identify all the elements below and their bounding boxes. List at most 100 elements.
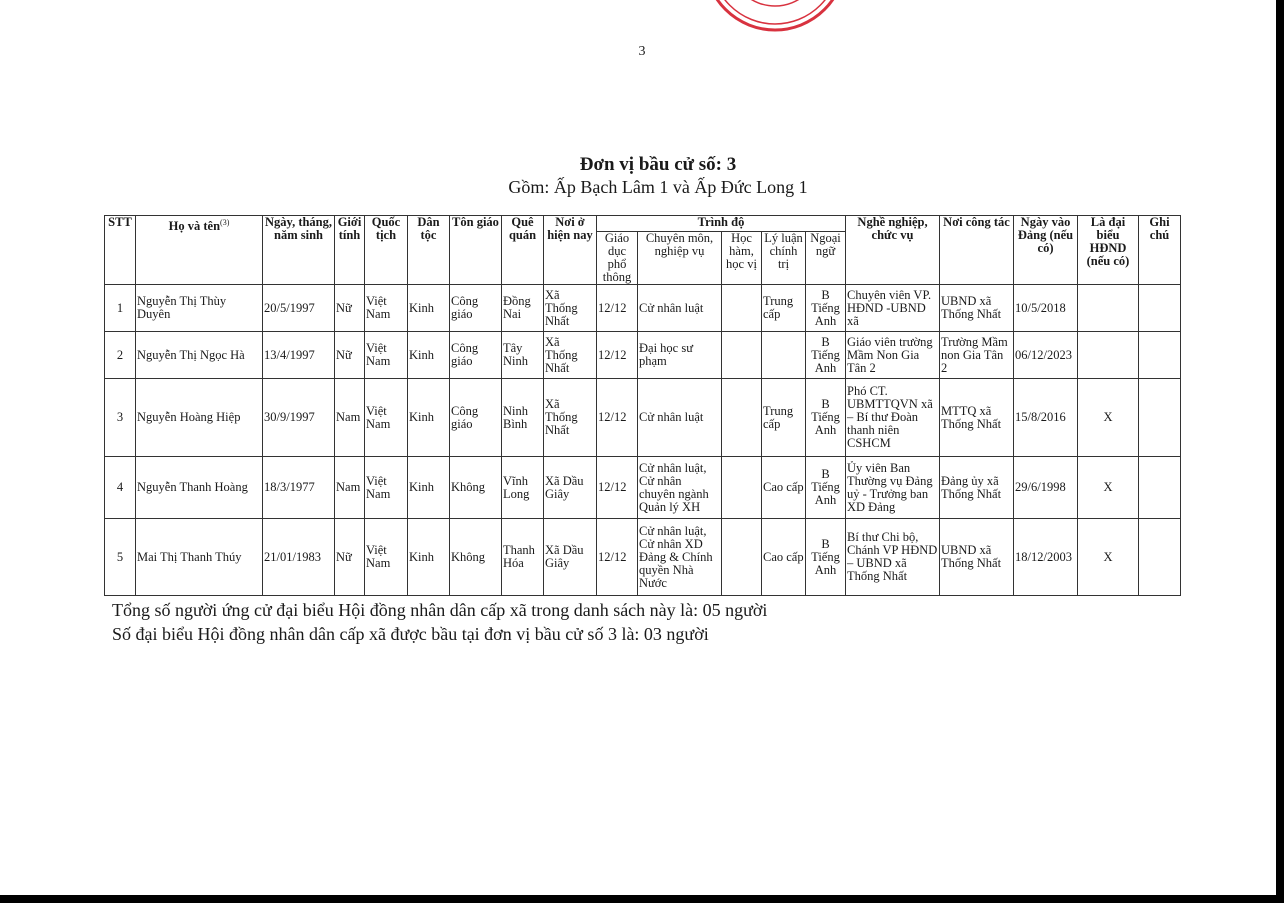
cell-specialty: Cử nhân luật [637,378,722,457]
cell-hometown: Thanh Hóa [501,518,544,596]
cell-ethnicity: Kinh [407,456,450,519]
cell-name: Nguyễn Hoàng Hiệp [135,378,263,457]
cell-general-edu: 12/12 [596,456,638,519]
cell-language: B Tiếng Anh [805,331,846,379]
cell-hometown: Vĩnh Long [501,456,544,519]
cell-occupation: Ủy viên Ban Thường vụ Đảng uỷ - Trưởng b… [845,456,940,519]
cell-religion: Công giáo [449,378,502,457]
cell-name: Nguyễn Thị Ngọc Hà [135,331,263,379]
cell-residence: Xã Thống Nhất [543,331,597,379]
cell-name: Nguyễn Thị Thùy Duyên [135,284,263,332]
cell-hometown: Tây Ninh [501,331,544,379]
table-body: 1 Nguyễn Thị Thùy Duyên 20/5/1997 Nữ Việt Na… [104,284,1181,596]
cell-is-delegate [1077,284,1139,332]
cell-religion: Công giáo [449,284,502,332]
header-degree: Học hàm, học vị [721,231,762,285]
header-religion: Tôn giáo [449,215,502,285]
cell-dob: 18/3/1977 [262,456,335,519]
summary-seats: Số đại biểu Hội đồng nhân dân cấp xã đượ… [112,624,709,644]
cell-occupation: Giáo viên trường Mầm Non Gia Tân 2 [845,331,940,379]
cell-is-delegate [1077,331,1139,379]
cell-politics: Trung cấp [761,284,806,332]
cell-occupation: Bí thư Chi bộ, Chánh VP HĐND – UBND xã T… [845,518,940,596]
header-workplace: Nơi công tác [939,215,1014,285]
table-row: 3 Nguyễn Hoàng Hiệp 30/9/1997 Nam Việt Nam Ki… [104,378,1181,457]
header-occupation: Nghề nghiệp, chức vụ [845,215,940,285]
cell-workplace: Đảng ủy xã Thống Nhất [939,456,1014,519]
header-language: Ngoại ngữ [805,231,846,285]
cell-dob: 13/4/1997 [262,331,335,379]
cell-is-delegate: X [1077,378,1139,457]
cell-dob: 30/9/1997 [262,378,335,457]
cell-nationality: Việt Nam [364,284,408,332]
candidate-table: STT Họ và tên(3) Ngày, tháng, năm sinh G… [104,215,1181,596]
cell-language: B Tiếng Anh [805,284,846,332]
cell-language: B Tiếng Anh [805,456,846,519]
cell-degree [721,331,762,379]
cell-nationality: Việt Nam [364,378,408,457]
cell-religion: Không [449,456,502,519]
cell-gender: Nữ [334,518,365,596]
table-row: 2 Nguyễn Thị Ngọc Hà 13/4/1997 Nữ Việt Nam Ki… [104,331,1181,379]
page-number: 3 [638,44,646,59]
cell-residence: Xã Thống Nhất [543,378,597,457]
cell-stt: 2 [104,331,136,379]
cell-note [1138,518,1181,596]
cell-degree [721,378,762,457]
cell-politics: Cao cấp [761,456,806,519]
header-is-delegate: Là đại biểu HĐND (nếu có) [1077,215,1139,285]
header-party-date: Ngày vào Đảng (nếu có) [1013,215,1078,285]
cell-note [1138,284,1181,332]
cell-residence: Xã Dầu Giây [543,456,597,519]
summary: Tổng số người ứng cử đại biểu Hội đồng n… [112,598,767,646]
cell-stt: 5 [104,518,136,596]
cell-politics: Trung cấp [761,378,806,457]
cell-ethnicity: Kinh [407,378,450,457]
cell-workplace: MTTQ xã Thống Nhất [939,378,1014,457]
cell-party-date: 06/12/2023 [1013,331,1078,379]
cell-party-date: 15/8/2016 [1013,378,1078,457]
cell-language: B Tiếng Anh [805,378,846,457]
header-general-edu: Giáo dục phổ thông [596,231,638,285]
cell-specialty: Đại học sư phạm [637,331,722,379]
cell-stt: 3 [104,378,136,457]
cell-name: Mai Thị Thanh Thúy [135,518,263,596]
cell-degree [721,456,762,519]
cell-general-edu: 12/12 [596,284,638,332]
page-title: Đơn vị bầu cử số: 3 [579,154,737,175]
page-subtitle: Gồm: Ấp Bạch Lâm 1 và Ấp Đức Long 1 [508,177,808,197]
header-ethnicity: Dân tộc [407,215,450,285]
table-row: 4 Nguyễn Thanh Hoàng 18/3/1977 Nam Việt Nam K… [104,456,1181,519]
official-stamp-icon: THỐNG NHẤT ★ [715,0,835,32]
cell-workplace: UBND xã Thống Nhất [939,518,1014,596]
cell-dob: 21/01/1983 [262,518,335,596]
cell-gender: Nam [334,456,365,519]
header-stt: STT [104,215,136,285]
cell-occupation: Phó CT. UBMTTQVN xã – Bí thư Đoàn thanh … [845,378,940,457]
cell-degree [721,284,762,332]
cell-general-edu: 12/12 [596,331,638,379]
cell-specialty: Cử nhân luật, Cử nhân XD Đảng & Chính qu… [637,518,722,596]
header-nationality: Quốc tịch [364,215,408,285]
cell-language: B Tiếng Anh [805,518,846,596]
cell-residence: Xã Thống Nhất [543,284,597,332]
cell-hometown: Đồng Nai [501,284,544,332]
summary-total-candidates: Tổng số người ứng cử đại biểu Hội đồng n… [112,600,768,620]
cell-politics [761,331,806,379]
cell-note [1138,378,1181,457]
cell-religion: Công giáo [449,331,502,379]
cell-party-date: 10/5/2018 [1013,284,1078,332]
cell-nationality: Việt Nam [364,518,408,596]
cell-degree [721,518,762,596]
header-education: Trình độ [596,215,846,232]
cell-ethnicity: Kinh [407,284,450,332]
cell-ethnicity: Kinh [407,331,450,379]
cell-is-delegate: X [1077,518,1139,596]
cell-gender: Nữ [334,284,365,332]
cell-politics: Cao cấp [761,518,806,596]
cell-specialty: Cử nhân luật [637,284,722,332]
cell-stt: 1 [104,284,136,332]
cell-note [1138,331,1181,379]
header-note: Ghi chú [1138,215,1181,285]
